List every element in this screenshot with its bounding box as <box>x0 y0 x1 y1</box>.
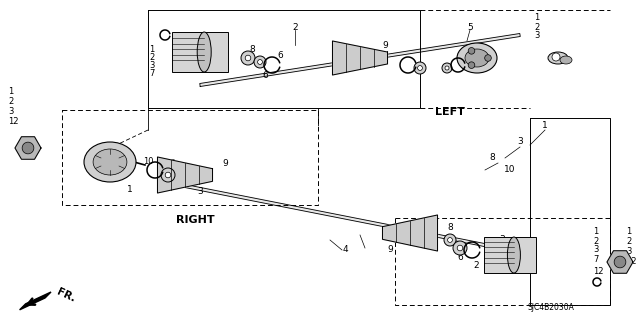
Circle shape <box>417 66 422 70</box>
Text: 9: 9 <box>387 246 393 255</box>
Polygon shape <box>180 183 535 256</box>
Text: 9: 9 <box>222 160 228 168</box>
Text: 1: 1 <box>626 227 631 236</box>
Circle shape <box>258 60 262 64</box>
Text: 1: 1 <box>593 227 598 236</box>
Text: 1: 1 <box>534 13 540 23</box>
Circle shape <box>453 241 467 255</box>
Text: 2: 2 <box>149 54 155 63</box>
Text: 7: 7 <box>149 70 155 78</box>
Ellipse shape <box>197 32 211 72</box>
Text: 3: 3 <box>534 32 540 41</box>
Text: 5: 5 <box>467 23 473 32</box>
Polygon shape <box>200 33 520 86</box>
Polygon shape <box>607 251 633 273</box>
Circle shape <box>552 53 560 61</box>
Polygon shape <box>333 41 387 75</box>
Circle shape <box>457 245 463 251</box>
Text: FR.: FR. <box>55 286 77 304</box>
Polygon shape <box>15 137 41 159</box>
Circle shape <box>442 63 452 73</box>
Polygon shape <box>383 215 438 251</box>
Text: 4: 4 <box>342 246 348 255</box>
Text: 3: 3 <box>197 188 203 197</box>
Bar <box>172 32 228 72</box>
Ellipse shape <box>84 142 136 182</box>
Text: 2: 2 <box>292 23 298 32</box>
Text: 2: 2 <box>593 236 598 246</box>
Circle shape <box>241 51 255 65</box>
Text: 3: 3 <box>626 248 632 256</box>
Circle shape <box>447 238 452 242</box>
Circle shape <box>254 56 266 68</box>
Text: 10: 10 <box>143 158 153 167</box>
Ellipse shape <box>560 56 572 64</box>
Text: 7: 7 <box>593 255 598 263</box>
Text: 10: 10 <box>504 166 516 174</box>
Text: RIGHT: RIGHT <box>176 215 214 225</box>
Text: 12: 12 <box>626 257 637 266</box>
Polygon shape <box>20 292 51 310</box>
Ellipse shape <box>465 49 489 67</box>
Ellipse shape <box>548 52 568 64</box>
Text: 12: 12 <box>8 117 19 127</box>
Circle shape <box>614 256 626 268</box>
Circle shape <box>161 168 175 182</box>
Text: 1: 1 <box>8 87 13 97</box>
Text: 1: 1 <box>127 186 133 195</box>
Text: 2: 2 <box>473 261 479 270</box>
Text: 3: 3 <box>149 62 155 70</box>
Circle shape <box>468 62 475 69</box>
Text: 6: 6 <box>457 254 463 263</box>
Text: 8: 8 <box>249 44 255 54</box>
Text: 2: 2 <box>8 98 13 107</box>
Text: 3: 3 <box>8 108 13 116</box>
Text: 9: 9 <box>382 41 388 49</box>
Text: 1: 1 <box>542 121 548 130</box>
Circle shape <box>414 62 426 74</box>
Text: 3: 3 <box>593 246 598 255</box>
Text: 8: 8 <box>489 153 495 162</box>
Ellipse shape <box>93 149 127 175</box>
Polygon shape <box>157 157 212 193</box>
Ellipse shape <box>508 237 520 273</box>
Text: 11: 11 <box>206 33 218 42</box>
Text: LEFT: LEFT <box>435 107 465 117</box>
Text: 12: 12 <box>593 268 604 277</box>
Text: 6: 6 <box>277 50 283 60</box>
Bar <box>484 237 536 273</box>
Text: SJC4B2030A: SJC4B2030A <box>528 303 575 313</box>
Text: 2: 2 <box>626 238 631 247</box>
Text: 1: 1 <box>149 46 155 55</box>
Text: 3: 3 <box>517 137 523 146</box>
Circle shape <box>165 172 171 178</box>
Circle shape <box>445 66 449 70</box>
Text: 6: 6 <box>262 71 268 80</box>
Text: 8: 8 <box>169 159 175 167</box>
Circle shape <box>245 55 251 61</box>
Ellipse shape <box>457 43 497 73</box>
Text: 2: 2 <box>534 23 540 32</box>
Text: 3: 3 <box>499 235 505 244</box>
Circle shape <box>468 48 475 54</box>
Text: 8: 8 <box>447 224 453 233</box>
Circle shape <box>444 234 456 246</box>
Circle shape <box>484 55 492 61</box>
Text: 11: 11 <box>504 263 516 272</box>
Circle shape <box>22 142 34 154</box>
